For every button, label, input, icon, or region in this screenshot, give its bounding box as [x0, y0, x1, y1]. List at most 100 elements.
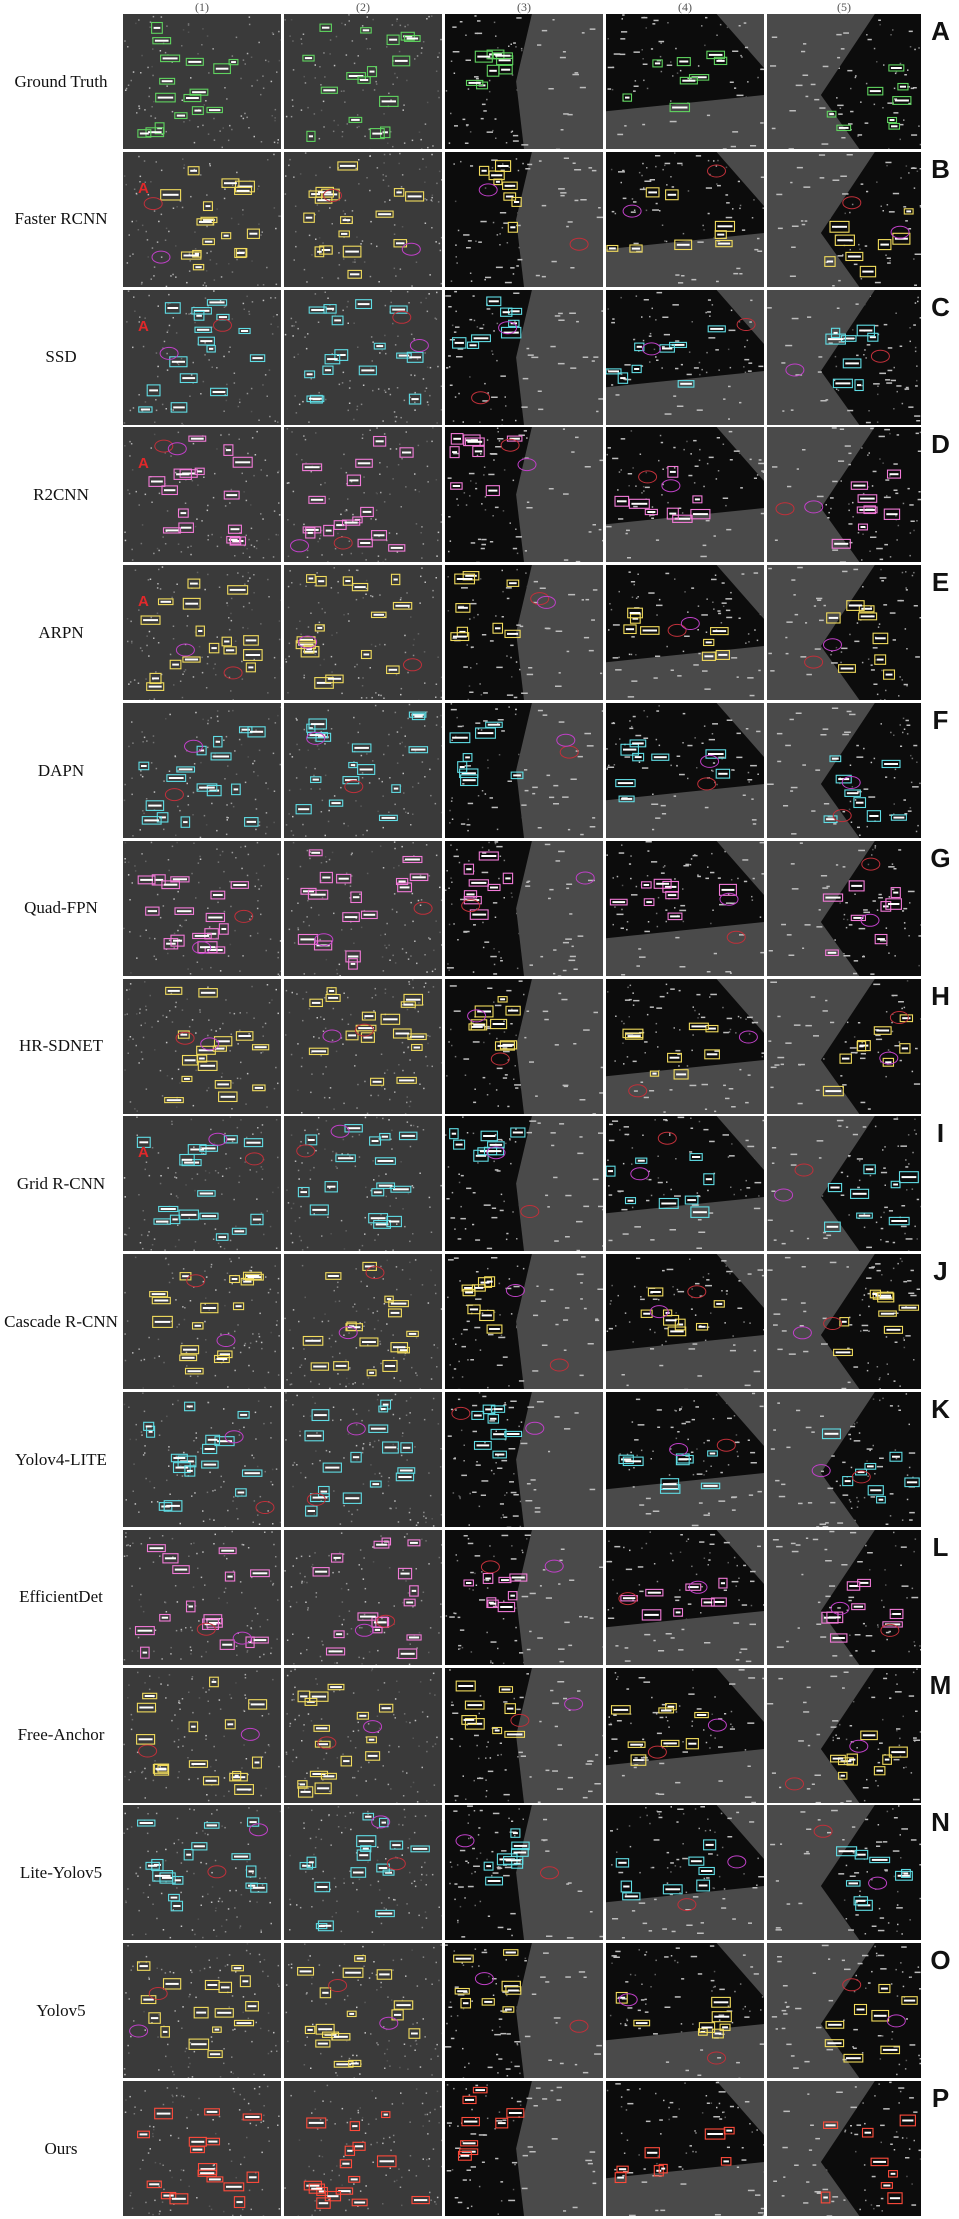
- detection-box: [494, 159, 512, 172]
- detection-box: [376, 2155, 397, 2168]
- detection-box: [461, 1714, 477, 1725]
- detection-box: [890, 886, 901, 898]
- detection-box: [500, 307, 513, 317]
- detection-box: [237, 1410, 250, 1419]
- detection-box: [397, 1467, 416, 1474]
- detection-box: [711, 1997, 731, 2008]
- column-header: (4): [678, 0, 692, 14]
- false-alarm-circle: [700, 754, 720, 768]
- sar-image-cell: [445, 427, 603, 563]
- detection-box: [134, 1625, 155, 1635]
- detection-box: [146, 383, 161, 396]
- detection-box: [188, 435, 207, 443]
- detection-box: [860, 1730, 878, 1740]
- detection-box: [238, 726, 253, 734]
- missed-detection-circle: [618, 1591, 638, 1605]
- sar-image-cell: [284, 1254, 442, 1390]
- false-alarm-circle: [688, 1580, 708, 1594]
- missed-detection-circle: [471, 390, 491, 404]
- row-letter: M: [929, 1669, 952, 1700]
- detection-box: [666, 508, 679, 520]
- detection-box: [148, 2012, 161, 2025]
- detection-box: [482, 1572, 494, 1584]
- false-alarm-circle: [208, 1133, 228, 1147]
- detection-box: [826, 612, 841, 624]
- detection-box: [404, 35, 421, 42]
- sar-image: [284, 2081, 442, 2216]
- detection-box: [457, 2150, 472, 2161]
- detection-box: [319, 1987, 332, 1999]
- sar-image: [123, 427, 281, 563]
- detection-box: [183, 1849, 194, 1861]
- detection-box: [510, 771, 524, 780]
- detection-box: [214, 1079, 232, 1089]
- detection-box: [667, 912, 683, 920]
- sar-image-cell: [767, 1667, 921, 1803]
- row-letter: O: [930, 1945, 951, 1976]
- detection-box: [146, 2180, 162, 2189]
- detection-box: [846, 1753, 858, 1766]
- detection-box: [146, 1543, 166, 1552]
- detection-box: [504, 1430, 523, 1438]
- missed-detection-circle: [638, 470, 658, 484]
- detection-box: [492, 622, 504, 634]
- sar-image-cell: [767, 1116, 921, 1252]
- detection-box: [232, 457, 253, 469]
- detection-box: [507, 1590, 518, 1601]
- sar-image: [284, 1943, 442, 2079]
- detection-box: [833, 1348, 853, 1357]
- detection-box: [196, 745, 207, 756]
- detection-box: [878, 1310, 897, 1317]
- detection-box: [145, 800, 165, 811]
- sar-image: [767, 14, 921, 149]
- sar-image-cell: [284, 978, 442, 1114]
- missed-detection-circle: [354, 1023, 374, 1037]
- missed-detection-circle: [716, 1438, 736, 1452]
- detection-box: [393, 2000, 414, 2010]
- sar-image-cell: [445, 14, 603, 149]
- method-label: Free-Anchor: [17, 1725, 105, 1745]
- detection-box: [674, 239, 693, 250]
- detection-box: [305, 1134, 318, 1146]
- detection-box: [400, 1000, 416, 1008]
- detection-box: [466, 341, 480, 349]
- sar-image-cell: [445, 1805, 603, 1941]
- detection-box: [901, 1869, 911, 1879]
- detection-box: [615, 1858, 630, 1868]
- detection-box: [309, 1204, 329, 1216]
- detection-box: [199, 1145, 219, 1153]
- detection-box: [223, 646, 237, 655]
- detection-box: [858, 605, 875, 613]
- row-letter: P: [931, 2083, 950, 2113]
- detection-box: [705, 1024, 719, 1032]
- detection-box: [835, 774, 852, 784]
- detection-box: [326, 986, 337, 995]
- sar-image-cell: [767, 1392, 921, 1527]
- detection-box: [345, 1030, 359, 1040]
- detection-box: [312, 1566, 330, 1577]
- sar-image-cell: [123, 840, 281, 976]
- detection-box: [846, 600, 865, 612]
- missed-detection-circle: [392, 310, 412, 324]
- detection-box: [169, 1215, 181, 1225]
- detection-box: [214, 1436, 235, 1447]
- sar-image: [606, 1254, 764, 1390]
- detection-box: [246, 1817, 260, 1828]
- method-row: Yolov4-LITE K: [0, 1392, 959, 1527]
- detection-box: [351, 2198, 368, 2207]
- missed-detection-circle: [726, 930, 746, 944]
- detection-box: [315, 2039, 331, 2048]
- sar-image-cell: [445, 2081, 603, 2216]
- false-alarm-circle: [298, 635, 318, 649]
- sar-image-cell: [767, 1529, 921, 1665]
- detection-box: [375, 1910, 395, 1918]
- sar-image-cell: [445, 1667, 603, 1803]
- detection-box: [504, 629, 521, 639]
- method-row: Lite-Yolov5 N: [0, 1805, 959, 1941]
- missed-detection-circle: [775, 502, 795, 516]
- detection-box: [221, 178, 240, 188]
- detection-box: [463, 889, 478, 899]
- method-row: Ground Truth A: [0, 14, 959, 149]
- detection-box: [361, 1011, 376, 1021]
- detection-box: [883, 669, 896, 680]
